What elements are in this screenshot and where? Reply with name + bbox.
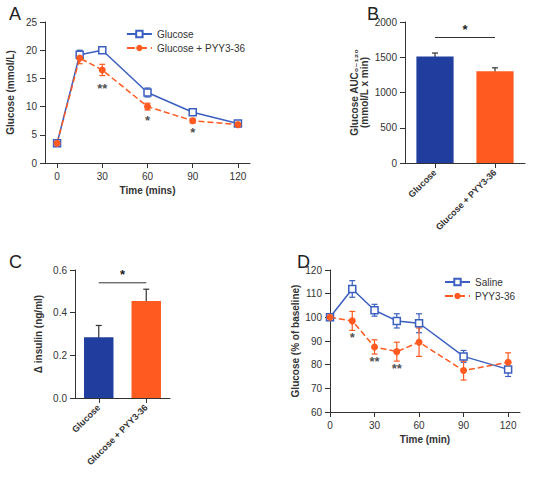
svg-text:30: 30 (97, 171, 109, 182)
svg-text:0.0: 0.0 (53, 393, 67, 404)
svg-text:30: 30 (369, 420, 381, 431)
svg-text:10: 10 (26, 101, 38, 112)
svg-text:0.2: 0.2 (53, 350, 67, 361)
svg-text:60: 60 (142, 171, 154, 182)
svg-text:500: 500 (380, 122, 397, 133)
svg-text:100: 100 (305, 312, 322, 323)
svg-text:Glucose + PYY3-36: Glucose + PYY3-36 (434, 167, 499, 232)
svg-text:20: 20 (26, 45, 38, 56)
svg-text:0.6: 0.6 (53, 265, 67, 276)
svg-text:60: 60 (414, 420, 426, 431)
svg-text:*: * (145, 113, 151, 128)
svg-text:15: 15 (26, 73, 38, 84)
svg-text:0: 0 (391, 158, 397, 169)
svg-text:PYY3-36: PYY3-36 (475, 291, 515, 302)
svg-text:A: A (9, 4, 21, 24)
svg-text:70: 70 (311, 383, 323, 394)
svg-text:Glucose AUC₀₋₁₂₀: Glucose AUC₀₋₁₂₀ (348, 49, 360, 136)
svg-text:*: * (190, 125, 196, 140)
svg-text:110: 110 (306, 288, 322, 299)
svg-text:**: ** (392, 361, 403, 376)
svg-text:90: 90 (458, 420, 470, 431)
svg-text:0: 0 (31, 158, 37, 169)
svg-text:0: 0 (54, 171, 60, 182)
svg-text:0: 0 (327, 420, 333, 431)
svg-text:Glucose + PYY3-36: Glucose + PYY3-36 (85, 402, 150, 467)
svg-text:Glucose: Glucose (406, 167, 438, 199)
svg-text:*: * (120, 267, 126, 282)
svg-text:Glucose + PYY3-36: Glucose + PYY3-36 (157, 43, 246, 54)
svg-text:60: 60 (311, 407, 323, 418)
svg-text:0.4: 0.4 (53, 307, 67, 318)
svg-text:Δ insulin (ng/ml): Δ insulin (ng/ml) (33, 295, 44, 373)
svg-text:80: 80 (311, 359, 323, 370)
svg-text:Time (min): Time (min) (400, 434, 450, 445)
svg-text:5: 5 (31, 129, 37, 140)
svg-text:2000: 2000 (374, 16, 397, 28)
svg-text:D: D (297, 252, 310, 272)
svg-text:(mmol/L x min): (mmol/L x min) (359, 57, 370, 128)
svg-text:*: * (350, 330, 356, 345)
svg-text:120: 120 (305, 264, 322, 276)
svg-text:120: 120 (500, 420, 517, 431)
svg-text:**: ** (369, 354, 380, 369)
svg-text:Glucose (mmol/L): Glucose (mmol/L) (5, 50, 16, 134)
svg-text:**: ** (97, 81, 108, 96)
svg-text:B: B (367, 4, 379, 24)
svg-text:1500: 1500 (375, 52, 398, 63)
svg-text:Time (mins): Time (mins) (120, 185, 176, 196)
svg-text:90: 90 (311, 336, 323, 347)
svg-text:90: 90 (187, 171, 199, 182)
svg-text:Glucose (% of baseline): Glucose (% of baseline) (290, 285, 301, 398)
svg-text:Saline: Saline (475, 277, 503, 288)
svg-text:1000: 1000 (375, 87, 398, 98)
svg-text:C: C (9, 252, 22, 272)
svg-text:120: 120 (230, 171, 247, 182)
svg-text:Glucose: Glucose (157, 29, 194, 40)
svg-text:Glucose: Glucose (70, 402, 102, 434)
svg-text:*: * (462, 22, 468, 37)
svg-text:25: 25 (26, 17, 38, 28)
